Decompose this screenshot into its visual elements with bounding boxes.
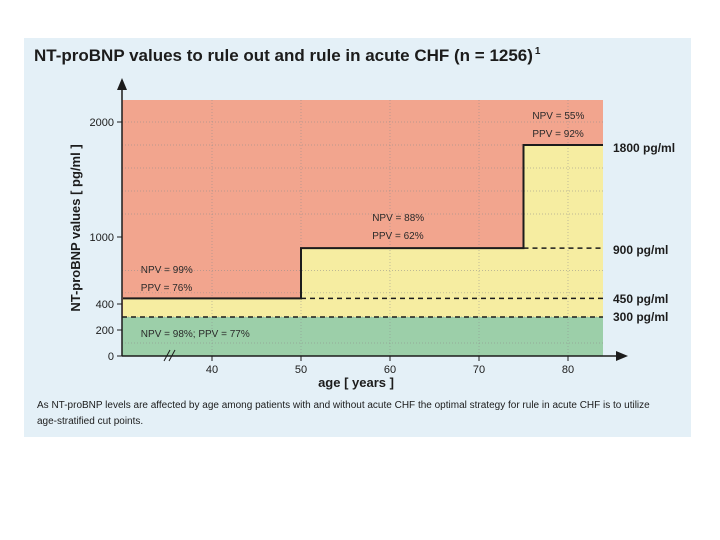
region-grey-zone xyxy=(123,145,603,317)
npv-ppv-annotation: PPV = 76% xyxy=(141,283,193,294)
cutoff-label: 1800 pg/ml xyxy=(613,141,675,155)
npv-ppv-annotation: NPV = 98%; PPV = 77% xyxy=(141,329,250,340)
x-tick-label: 60 xyxy=(384,364,396,376)
y-axis-arrow xyxy=(117,78,127,90)
regions xyxy=(122,100,603,356)
axis-break-mark xyxy=(163,349,171,362)
chart-caption: As NT-proBNP levels are affected by age … xyxy=(37,400,650,427)
axis-break-mark xyxy=(168,349,176,362)
npv-ppv-annotation: PPV = 92% xyxy=(532,129,584,140)
x-axis-label: age [ years ] xyxy=(318,375,394,390)
x-tick-label: 80 xyxy=(562,364,574,376)
labels: 0 200 400 1000 2000 40 50 60 70 80 1800 pg/ml 900 p… xyxy=(90,111,676,376)
y-tick-label: 2000 xyxy=(90,117,114,129)
x-tick-label: 70 xyxy=(473,364,485,376)
step-line xyxy=(123,144,603,300)
grid-lines xyxy=(122,100,603,356)
cutoff-label: 900 pg/ml xyxy=(613,243,668,257)
y-tick-label: 400 xyxy=(96,299,114,311)
x-tick-label: 50 xyxy=(295,364,307,376)
region-rule-out xyxy=(122,317,603,356)
npv-ppv-annotation: PPV = 62% xyxy=(372,231,424,242)
x-tick-label: 40 xyxy=(206,364,218,376)
npv-ppv-annotation: NPV = 99% xyxy=(141,265,193,276)
cutoff-label: 300 pg/ml xyxy=(613,310,668,324)
cutoff-lines xyxy=(122,144,603,318)
x-axis-arrow xyxy=(616,351,628,361)
y-axis-label: NT-proBNP values [ pg/ml ] xyxy=(68,144,83,311)
axes xyxy=(117,78,628,362)
title-footnote: 1 xyxy=(534,46,541,57)
cutoff-label: 450 pg/ml xyxy=(613,292,668,306)
npv-ppv-annotation: NPV = 55% xyxy=(532,111,584,122)
chart-title: NT-proBNP values to rule out and rule in… xyxy=(34,46,540,66)
y-tick-label: 1000 xyxy=(90,232,114,244)
y-tick-label: 0 xyxy=(108,351,114,363)
npv-ppv-annotation: NPV = 88% xyxy=(372,213,424,224)
chart-title-text: NT-proBNP values to rule out and rule in… xyxy=(34,46,533,65)
y-tick-label: 200 xyxy=(96,325,114,337)
